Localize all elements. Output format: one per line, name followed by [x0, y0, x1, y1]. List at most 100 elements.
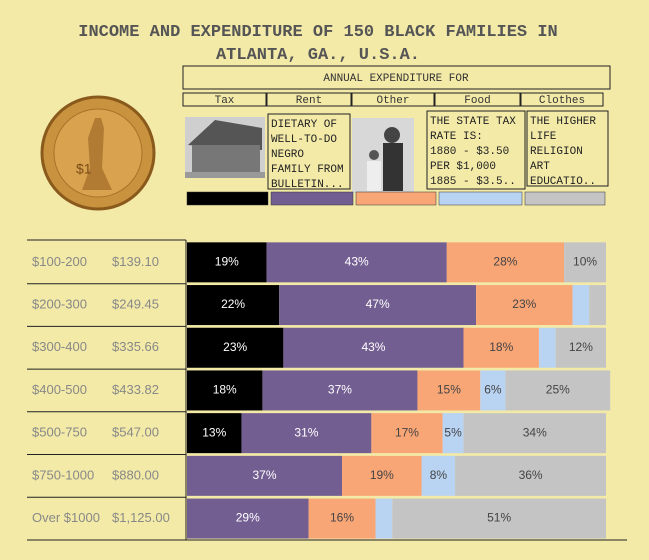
category-label: Over $1000 — [32, 510, 100, 525]
bar-segment — [371, 413, 443, 454]
category-label: $500-750 — [32, 425, 87, 440]
category-label: $300-400 — [32, 339, 87, 354]
bar-segment — [241, 413, 372, 454]
bar-segment — [375, 498, 393, 539]
bar-segment — [589, 285, 606, 326]
bar-segment — [187, 370, 263, 411]
value-label: 31% — [294, 425, 318, 439]
income-label: $249.45 — [112, 296, 159, 311]
income-label: $547.00 — [112, 425, 159, 440]
chart-title: INCOME AND EXPENDITURE OF 150 BLACK FAMI… — [78, 23, 557, 65]
legend-box — [434, 92, 521, 107]
header-box — [182, 65, 611, 90]
legend-label: Other — [376, 95, 409, 107]
annotation-line: THE STATE TAX — [430, 116, 516, 128]
bar-segment — [279, 285, 477, 326]
annotation-line: FAMILY FROM — [271, 164, 344, 176]
svg-text:$1: $1 — [76, 161, 92, 177]
bar-segment — [480, 370, 506, 411]
value-label: 19% — [215, 255, 239, 269]
value-label: 18% — [489, 340, 513, 354]
bar-segment — [187, 498, 309, 539]
annotation-line: LIFE — [530, 131, 557, 143]
annotation-box — [267, 113, 351, 190]
annotation-line: NEGRO — [271, 149, 304, 161]
value-label: 51% — [487, 511, 511, 525]
value-label: 37% — [252, 468, 276, 482]
bar-segment — [262, 370, 418, 411]
bar-segment — [463, 327, 539, 368]
bar-segment — [266, 242, 447, 283]
bar-segment — [538, 327, 556, 368]
category-label: $100-200 — [32, 254, 87, 269]
income-label: $335.66 — [112, 339, 159, 354]
bar-segment — [505, 370, 611, 411]
value-label: 23% — [223, 340, 247, 354]
value-label: 6% — [484, 383, 502, 397]
legend-box — [182, 92, 267, 107]
house-photo — [185, 117, 265, 178]
annotation-box — [426, 110, 526, 190]
bar-segment — [187, 327, 284, 368]
bar-segment — [308, 498, 376, 539]
income-label: $1,125.00 — [112, 510, 170, 525]
value-label: 25% — [546, 383, 570, 397]
value-label: 5% — [444, 425, 462, 439]
bar-segment — [572, 285, 590, 326]
legend-label: Tax — [215, 95, 235, 107]
annotation-line: 1880 - $3.50 — [430, 146, 509, 158]
value-label: 43% — [361, 340, 385, 354]
value-label: 23% — [512, 297, 536, 311]
income-label: $880.00 — [112, 467, 159, 482]
legend-swatch — [186, 191, 269, 206]
value-label: 16% — [330, 511, 354, 525]
value-label: 36% — [519, 468, 543, 482]
value-label: 28% — [493, 255, 517, 269]
bar-segment — [555, 327, 606, 368]
category-label: $200-300 — [32, 296, 87, 311]
value-label: 19% — [370, 468, 394, 482]
bar-segment — [463, 413, 606, 454]
annotation-line: EDUCATIO.. — [530, 176, 596, 188]
bar-segment — [342, 455, 422, 496]
bar-segment — [417, 370, 481, 411]
annotation-line: DIETARY OF — [271, 119, 337, 131]
bar-segment — [392, 498, 606, 539]
value-label: 15% — [437, 383, 461, 397]
annotation-line: 1885 - $3.5.. — [430, 176, 516, 188]
bar-segment — [455, 455, 606, 496]
value-label: 18% — [213, 383, 237, 397]
income-label: $139.10 — [112, 254, 159, 269]
value-label: 17% — [395, 425, 419, 439]
annotation-line: BULLETIN... — [271, 179, 344, 191]
annotation-box — [526, 110, 609, 187]
bar-segment — [187, 455, 343, 496]
coin: $1 — [40, 95, 156, 211]
legend-swatch — [438, 191, 523, 206]
legend-swatch — [355, 191, 437, 206]
bar-segment — [564, 242, 606, 283]
annotation-line: THE HIGHER — [530, 116, 596, 128]
bar-segment — [187, 413, 242, 454]
legend-label: Food — [464, 95, 490, 107]
bar-segment — [283, 327, 464, 368]
legend-label: Rent — [296, 95, 322, 107]
legend-box — [266, 92, 352, 107]
bar-segment — [187, 242, 267, 283]
category-label: $400-500 — [32, 382, 87, 397]
value-label: 29% — [236, 511, 260, 525]
value-label: 13% — [202, 425, 226, 439]
annotation-line: PER $1,000 — [430, 161, 496, 173]
value-label: 8% — [430, 468, 448, 482]
bar-segment — [476, 285, 573, 326]
value-label: 37% — [328, 383, 352, 397]
bar-segment — [442, 413, 464, 454]
value-label: 34% — [523, 425, 547, 439]
bar-segment — [187, 285, 280, 326]
category-label: $750-1000 — [32, 467, 94, 482]
people-photo — [352, 118, 414, 193]
header: ANNUAL EXPENDITURE FOR — [323, 73, 469, 85]
legend-box — [351, 92, 435, 107]
value-label: 12% — [569, 340, 593, 354]
